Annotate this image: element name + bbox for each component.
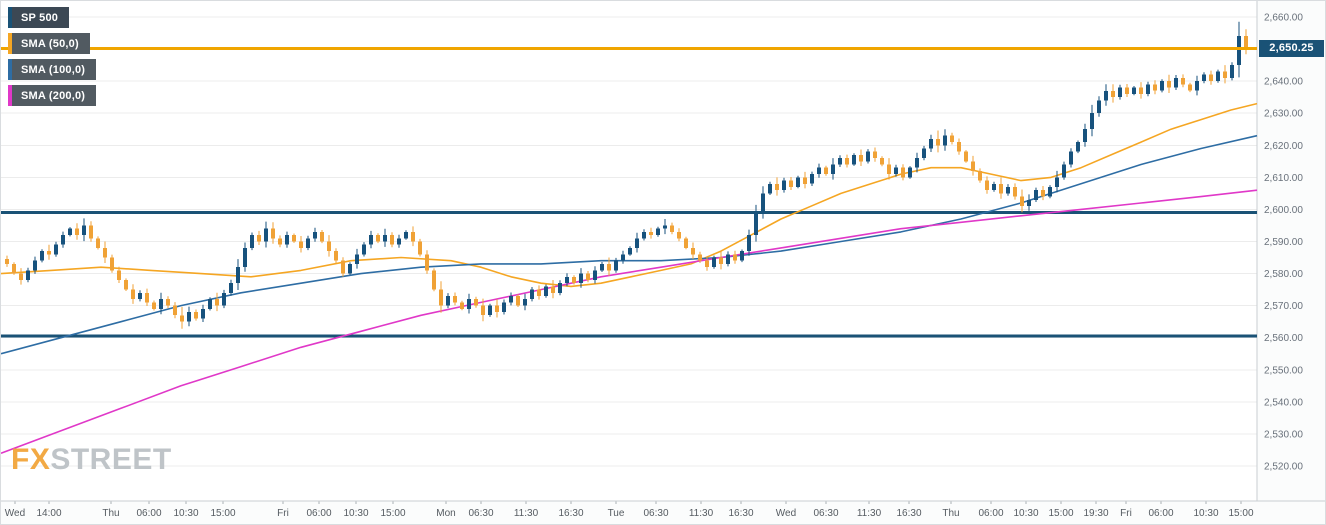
svg-text:11:30: 11:30 (514, 508, 539, 519)
svg-text:06:00: 06:00 (978, 508, 1003, 519)
svg-text:2,660.00: 2,660.00 (1264, 13, 1303, 24)
legend-color-stripe (8, 7, 12, 28)
svg-text:16:30: 16:30 (728, 508, 753, 519)
svg-text:2,630.00: 2,630.00 (1264, 109, 1303, 120)
svg-text:15:00: 15:00 (380, 508, 405, 519)
svg-text:10:30: 10:30 (173, 508, 198, 519)
legend-item-sma200[interactable]: SMA (200,0) (8, 85, 97, 106)
svg-text:2,590.00: 2,590.00 (1264, 237, 1303, 248)
svg-text:Fri: Fri (1120, 508, 1132, 519)
svg-text:2,600.00: 2,600.00 (1264, 205, 1303, 216)
svg-text:06:00: 06:00 (136, 508, 161, 519)
svg-text:2,550.00: 2,550.00 (1264, 365, 1303, 376)
svg-text:2,580.00: 2,580.00 (1264, 269, 1303, 280)
svg-text:Thu: Thu (102, 508, 119, 519)
svg-text:2,540.00: 2,540.00 (1264, 397, 1303, 408)
svg-text:Fri: Fri (277, 508, 289, 519)
legend-label: SP 500 (21, 11, 59, 24)
svg-text:06:30: 06:30 (813, 508, 838, 519)
legend-item-sma50[interactable]: SMA (50,0) (8, 33, 90, 54)
candles[interactable] (5, 21, 1248, 329)
watermark-fx: FX (11, 443, 51, 476)
legend: SP 500 SMA (50,0) SMA (100,0) SMA (200,0… (8, 7, 97, 106)
svg-text:15:00: 15:00 (1228, 508, 1253, 519)
svg-text:16:30: 16:30 (896, 508, 921, 519)
fxstreet-watermark: FXSTREET (11, 445, 172, 475)
x-axis-labels: Wed 14:00 Thu 06:00 10:30 15:00 Fri 06:00 10:30 1… (5, 501, 1254, 519)
legend-label: SMA (100,0) (21, 63, 86, 76)
svg-text:2,560.00: 2,560.00 (1264, 333, 1303, 344)
svg-text:06:00: 06:00 (306, 508, 331, 519)
svg-text:06:00: 06:00 (1148, 508, 1173, 519)
svg-text:2,640.00: 2,640.00 (1264, 77, 1303, 88)
svg-text:2,530.00: 2,530.00 (1264, 429, 1303, 440)
svg-text:2,610.00: 2,610.00 (1264, 173, 1303, 184)
legend-label: SMA (200,0) (21, 89, 86, 102)
svg-text:2,620.00: 2,620.00 (1264, 141, 1303, 152)
legend-color-stripe (8, 33, 12, 54)
svg-text:11:30: 11:30 (689, 508, 714, 519)
svg-text:10:30: 10:30 (1013, 508, 1038, 519)
svg-text:15:00: 15:00 (210, 508, 235, 519)
watermark-street: STREET (50, 443, 172, 476)
legend-color-stripe (8, 85, 12, 106)
y-axis-labels: 2,660.002,650.002,640.002,630.002,620.00… (1264, 13, 1303, 473)
legend-item-sma100[interactable]: SMA (100,0) (8, 59, 97, 80)
svg-text:2,520.00: 2,520.00 (1264, 462, 1303, 473)
legend-item-sp500[interactable]: SP 500 (8, 7, 70, 28)
svg-text:10:30: 10:30 (343, 508, 368, 519)
svg-text:Mon: Mon (436, 508, 455, 519)
svg-text:Wed: Wed (5, 508, 25, 519)
current-price-badge: 2,650.25 (1259, 40, 1324, 57)
svg-text:06:30: 06:30 (468, 508, 493, 519)
sma-200-line[interactable] (1, 189, 1258, 454)
svg-text:Thu: Thu (942, 508, 959, 519)
svg-text:10:30: 10:30 (1193, 508, 1218, 519)
svg-text:14:00: 14:00 (36, 508, 61, 519)
svg-text:2,570.00: 2,570.00 (1264, 301, 1303, 312)
svg-text:Tue: Tue (608, 508, 625, 519)
svg-text:16:30: 16:30 (558, 508, 583, 519)
svg-text:19:30: 19:30 (1083, 508, 1108, 519)
svg-text:06:30: 06:30 (643, 508, 668, 519)
legend-label: SMA (50,0) (21, 37, 79, 50)
svg-text:15:00: 15:00 (1048, 508, 1073, 519)
legend-color-stripe (8, 59, 12, 80)
svg-text:Wed: Wed (776, 508, 796, 519)
svg-text:11:30: 11:30 (857, 508, 882, 519)
